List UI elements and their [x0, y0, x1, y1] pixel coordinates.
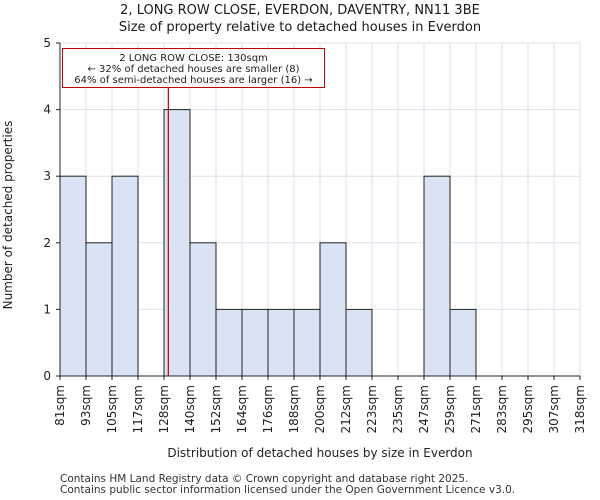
x-tick-label: 318sqm — [573, 385, 587, 433]
bar — [449, 308, 477, 377]
y-tick-label: 4 — [43, 103, 51, 117]
chart-subtitle: Size of property relative to detached ho… — [118, 20, 482, 35]
annotation-line-3: 64% of semi-detached houses are larger (… — [74, 75, 313, 86]
x-tick-label: 152sqm — [209, 385, 223, 433]
bar — [189, 242, 217, 377]
y-tick-label: 2 — [43, 236, 51, 250]
y-tick-label: 1 — [43, 302, 51, 316]
bar — [293, 308, 321, 377]
y-axis-label: Number of detached properties — [1, 120, 15, 310]
bar — [267, 308, 295, 377]
bar — [345, 308, 373, 377]
x-tick-label: 176sqm — [261, 385, 275, 433]
annotation-box: 2 LONG ROW CLOSE: 130sqm ← 32% of detach… — [62, 48, 325, 88]
x-axis-label: Distribution of detached houses by size … — [167, 446, 473, 460]
y-tick-label: 3 — [43, 169, 51, 183]
x-tick-label: 105sqm — [105, 385, 119, 433]
footer-line-2: Contains public sector information licen… — [60, 484, 516, 496]
x-tick-label: 259sqm — [443, 385, 457, 433]
footer-line-1: Contains HM Land Registry data © Crown c… — [60, 473, 469, 485]
x-tick-label: 140sqm — [183, 385, 197, 433]
x-tick-label: 235sqm — [391, 385, 405, 433]
x-tick-label: 81sqm — [53, 385, 67, 426]
annotation-line-2: ← 32% of detached houses are smaller (8) — [87, 64, 300, 75]
x-tick-label: 128sqm — [157, 385, 171, 433]
x-tick-label: 223sqm — [365, 385, 379, 433]
x-tick-label: 271sqm — [469, 385, 483, 433]
x-tick-label: 295sqm — [521, 385, 535, 433]
bar — [319, 242, 347, 377]
x-tick-label: 283sqm — [495, 385, 509, 433]
x-tick-label: 93sqm — [79, 385, 93, 426]
x-tick-label: 188sqm — [287, 385, 301, 433]
x-tick-label: 247sqm — [417, 385, 431, 433]
x-tick-label: 200sqm — [313, 385, 327, 433]
y-tick-label: 0 — [43, 369, 51, 383]
y-tick-label: 5 — [43, 36, 51, 50]
x-tick-label: 307sqm — [547, 385, 561, 433]
x-tick-label: 117sqm — [131, 385, 145, 433]
chart-title: 2, LONG ROW CLOSE, EVERDON, DAVENTRY, NN… — [120, 3, 480, 18]
bar — [59, 175, 87, 377]
x-tick-label: 212sqm — [339, 385, 353, 433]
annotation-line-1: 2 LONG ROW CLOSE: 130sqm — [119, 53, 268, 64]
bar — [215, 308, 243, 377]
bar — [111, 175, 139, 377]
bar — [241, 308, 269, 377]
x-tick-label: 164sqm — [235, 385, 249, 433]
bar — [423, 175, 451, 377]
bar — [85, 242, 113, 377]
